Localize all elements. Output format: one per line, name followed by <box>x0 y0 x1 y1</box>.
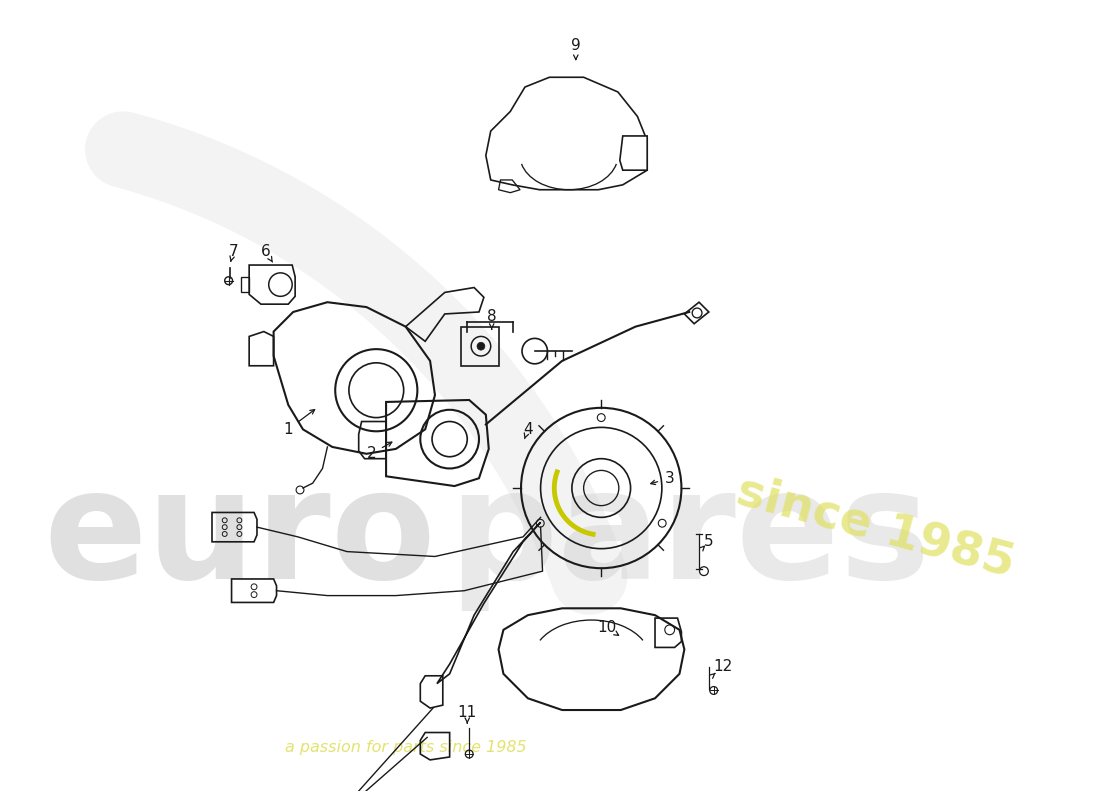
Text: euro: euro <box>43 462 436 611</box>
Text: 9: 9 <box>571 38 581 54</box>
Text: 11: 11 <box>458 706 477 721</box>
Text: a passion for parts since 1985: a passion for parts since 1985 <box>285 740 527 754</box>
Text: pares: pares <box>448 462 931 611</box>
Text: 1: 1 <box>284 422 293 437</box>
Polygon shape <box>619 136 647 170</box>
Text: since 1985: since 1985 <box>732 468 1019 586</box>
Text: 8: 8 <box>487 310 496 324</box>
Text: 12: 12 <box>713 659 733 674</box>
Text: 4: 4 <box>524 422 532 437</box>
Circle shape <box>477 342 485 350</box>
Text: 5: 5 <box>704 534 714 550</box>
Text: 2: 2 <box>366 446 376 462</box>
Text: 10: 10 <box>597 620 617 635</box>
Text: 7: 7 <box>229 244 239 259</box>
Text: 6: 6 <box>261 244 271 259</box>
Text: 3: 3 <box>664 470 674 486</box>
